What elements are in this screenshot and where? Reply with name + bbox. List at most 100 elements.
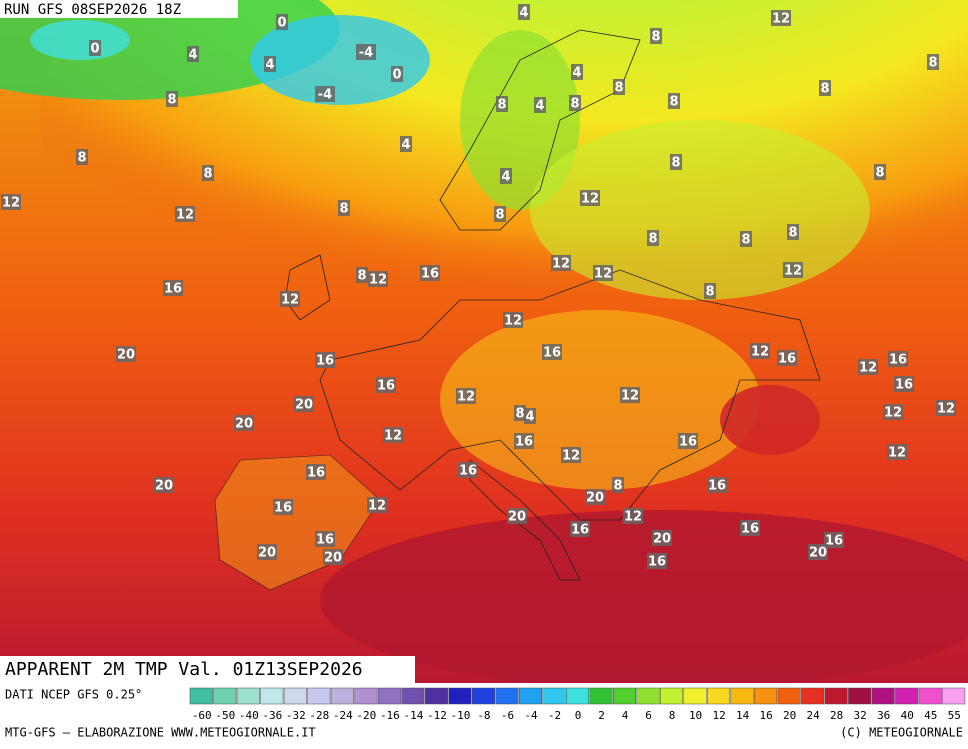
scale-swatch bbox=[448, 687, 472, 705]
label-box bbox=[883, 404, 903, 420]
label-box bbox=[276, 14, 288, 30]
scale-swatch bbox=[354, 687, 378, 705]
scale-swatch bbox=[660, 687, 684, 705]
label-box bbox=[824, 532, 844, 548]
map-label: 16 bbox=[543, 346, 561, 361]
scale-label: -4 bbox=[524, 709, 538, 722]
label-box bbox=[570, 521, 590, 537]
scale-swatch bbox=[801, 687, 825, 705]
map-label: 8 bbox=[788, 226, 797, 241]
map-label: 12 bbox=[751, 345, 769, 360]
credit: MTG-GFS — ELABORAZIONE WWW.METEOGIORNALE… bbox=[5, 726, 316, 740]
map-label: 12 bbox=[176, 208, 194, 223]
label-box bbox=[496, 96, 508, 112]
map-label: 4 bbox=[188, 48, 197, 63]
map-label: 8 bbox=[820, 82, 829, 97]
label-box bbox=[494, 206, 506, 222]
label-box bbox=[166, 91, 178, 107]
map-label: 4 bbox=[519, 6, 528, 21]
map-label: 12 bbox=[937, 402, 955, 417]
label-box bbox=[456, 388, 476, 404]
scale-swatch bbox=[824, 687, 848, 705]
map-label: 16 bbox=[421, 267, 439, 282]
scale-label: -2 bbox=[548, 709, 561, 722]
label-box bbox=[787, 224, 799, 240]
map-label: 20 bbox=[155, 479, 173, 494]
scale-label: -28 bbox=[309, 709, 329, 722]
scale-swatch bbox=[495, 687, 519, 705]
label-box bbox=[315, 352, 335, 368]
scale-swatch bbox=[401, 687, 425, 705]
label-box bbox=[294, 396, 314, 412]
label-box bbox=[76, 149, 88, 165]
map-shading bbox=[30, 20, 130, 60]
map-shading bbox=[720, 385, 820, 455]
map-label: 20 bbox=[508, 510, 526, 525]
scale-label: 16 bbox=[759, 709, 772, 722]
label-box bbox=[894, 376, 914, 392]
scale-label: 10 bbox=[689, 709, 702, 722]
scale-label: -8 bbox=[477, 709, 490, 722]
scale-label: 0 bbox=[575, 709, 582, 722]
map-label: 16 bbox=[571, 523, 589, 538]
label-box bbox=[202, 165, 214, 181]
map-label: 12 bbox=[2, 196, 20, 211]
map-label: 12 bbox=[784, 264, 802, 279]
label-box bbox=[874, 164, 886, 180]
label-box bbox=[420, 265, 440, 281]
label-box bbox=[936, 400, 956, 416]
label-box bbox=[620, 387, 640, 403]
label-box bbox=[858, 359, 878, 375]
map-label: 16 bbox=[778, 352, 796, 367]
map-label: 12 bbox=[594, 267, 612, 282]
map bbox=[0, 0, 968, 690]
label-box bbox=[613, 79, 625, 95]
label-box bbox=[819, 80, 831, 96]
label-box bbox=[306, 464, 326, 480]
label-box bbox=[678, 433, 698, 449]
label-box bbox=[514, 433, 534, 449]
map-label: 12 bbox=[281, 293, 299, 308]
label-box bbox=[175, 206, 195, 222]
map-label: 12 bbox=[884, 406, 902, 421]
scale-swatch bbox=[636, 687, 660, 705]
map-label: 12 bbox=[384, 429, 402, 444]
label-box bbox=[652, 530, 672, 546]
label-box bbox=[391, 66, 403, 82]
map-shading bbox=[440, 310, 760, 490]
map-label: 4 bbox=[535, 99, 544, 114]
scale-label: -20 bbox=[356, 709, 376, 722]
map-label: 4 bbox=[401, 138, 410, 153]
scale-label: 2 bbox=[598, 709, 605, 722]
label-box bbox=[887, 444, 907, 460]
map-label: 16 bbox=[648, 555, 666, 570]
scale-label: -60 bbox=[192, 709, 212, 722]
label-box bbox=[376, 377, 396, 393]
label-box bbox=[542, 344, 562, 360]
label-box bbox=[551, 255, 571, 271]
label-box bbox=[593, 265, 613, 281]
scale-swatch bbox=[236, 687, 260, 705]
map-label: 16 bbox=[515, 435, 533, 450]
map-label: 8 bbox=[167, 93, 176, 108]
scale-label: -32 bbox=[286, 709, 306, 722]
title-box bbox=[0, 656, 415, 683]
source: DATI NCEP GFS 0.25° bbox=[5, 688, 142, 702]
label-box bbox=[777, 350, 797, 366]
copyright: (C) METEOGIORNALE bbox=[840, 726, 963, 740]
scale-label: 36 bbox=[877, 709, 890, 722]
map-label: 12 bbox=[888, 446, 906, 461]
map-label: 20 bbox=[653, 532, 671, 547]
map-label: 8 bbox=[741, 233, 750, 248]
scale-label: 4 bbox=[622, 709, 629, 722]
map-label: 20 bbox=[117, 348, 135, 363]
scale-swatch bbox=[471, 687, 495, 705]
map-label: 20 bbox=[295, 398, 313, 413]
label-box bbox=[927, 54, 939, 70]
map-label: 16 bbox=[377, 379, 395, 394]
scale-label: -36 bbox=[262, 709, 282, 722]
label-box bbox=[116, 346, 136, 362]
map-label: 16 bbox=[316, 533, 334, 548]
label-box bbox=[400, 136, 412, 152]
